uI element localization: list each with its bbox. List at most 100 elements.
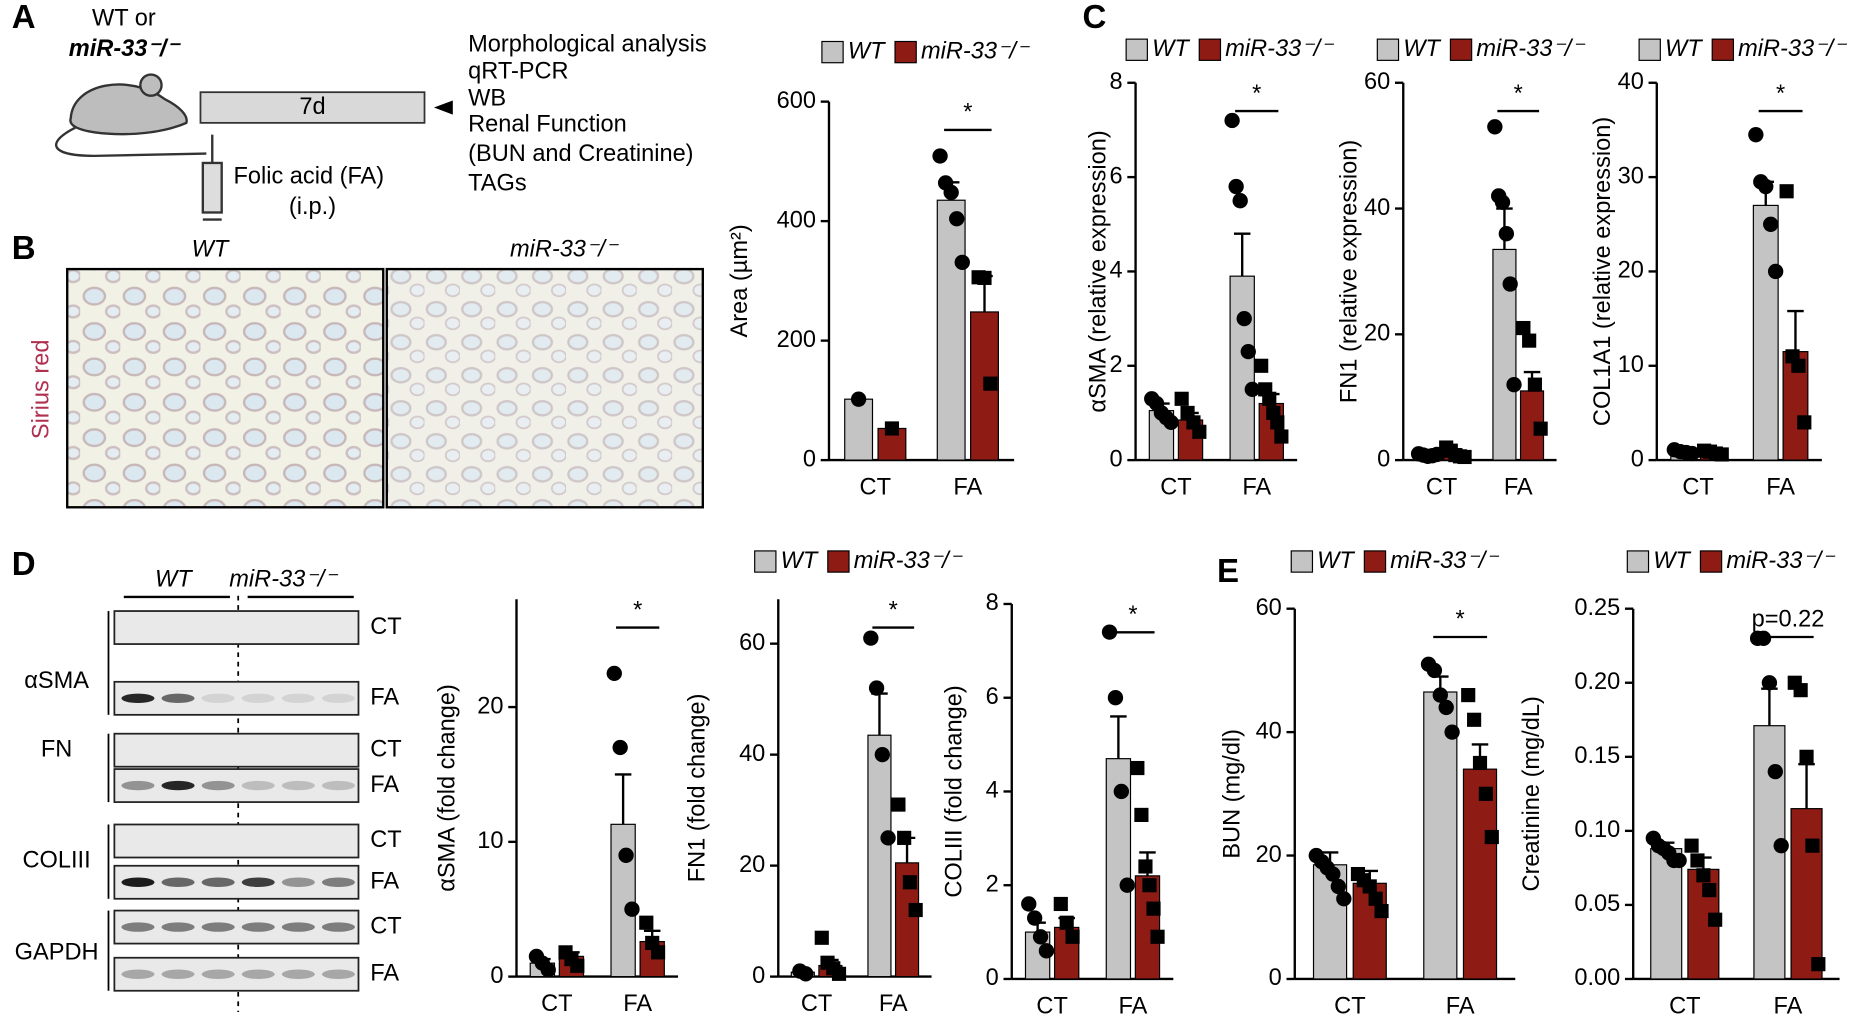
y-tick-label: 10 bbox=[1618, 351, 1644, 377]
data-point bbox=[1714, 447, 1729, 462]
x-tick-label: CT bbox=[1334, 993, 1365, 1019]
legend-label: WT bbox=[1403, 35, 1441, 61]
y-axis-label: COL1A1 (relative expression) bbox=[1589, 117, 1615, 426]
significance: * bbox=[1252, 80, 1261, 106]
data-point bbox=[1021, 896, 1037, 912]
blot-band bbox=[161, 877, 195, 887]
blot-band bbox=[281, 877, 315, 887]
data-point bbox=[1761, 675, 1778, 691]
panel-label: D bbox=[12, 545, 36, 582]
blot-band bbox=[321, 969, 355, 979]
error-bar bbox=[614, 773, 632, 825]
data-point bbox=[1142, 878, 1157, 893]
x-tick-label: CT bbox=[541, 990, 572, 1016]
y-tick-label: 0 bbox=[490, 962, 503, 988]
x-tick-label: CT bbox=[801, 990, 832, 1016]
data-point bbox=[983, 376, 998, 391]
error-bar bbox=[1798, 763, 1815, 809]
x-tick-label: FA bbox=[879, 990, 908, 1016]
data-point bbox=[1134, 807, 1149, 822]
y-axis-label: αSMA (fold change) bbox=[433, 684, 459, 892]
legend-swatch bbox=[1699, 550, 1723, 573]
legend-swatch bbox=[1290, 550, 1314, 573]
legend-swatch bbox=[1125, 38, 1148, 61]
data-point bbox=[1228, 178, 1244, 195]
genotype-label: miR-33⁻/⁻ bbox=[510, 235, 619, 261]
data-point bbox=[1274, 429, 1289, 444]
legend-label: miR-33⁻/⁻ bbox=[1225, 35, 1334, 61]
data-point bbox=[1696, 868, 1711, 883]
data-point bbox=[1362, 879, 1377, 894]
analysis-item: Morphological analysis bbox=[468, 30, 707, 56]
blot-band bbox=[161, 693, 195, 704]
x-tick-label: FA bbox=[953, 474, 982, 500]
timeline-box bbox=[199, 91, 426, 124]
blot-band bbox=[121, 969, 155, 979]
data-point bbox=[884, 421, 900, 436]
blot-band bbox=[281, 780, 315, 791]
blot-strip bbox=[113, 680, 360, 716]
significance: * bbox=[1776, 80, 1785, 106]
blot-band bbox=[241, 780, 275, 791]
route: (i.p.) bbox=[289, 193, 336, 219]
y-tick-label: 0 bbox=[1269, 964, 1282, 990]
y-tick-label: 6 bbox=[1109, 162, 1122, 188]
legend-label: miR-33⁻/⁻ bbox=[1476, 35, 1585, 61]
x-tick-label: CT bbox=[1036, 993, 1067, 1019]
y-tick-label: 40 bbox=[1618, 68, 1644, 94]
x-tick-label: CT bbox=[860, 474, 891, 500]
y-tick-label: 20 bbox=[1256, 841, 1282, 867]
blot-band bbox=[201, 877, 235, 887]
blot-condition: FA bbox=[370, 959, 399, 985]
data-point bbox=[831, 966, 847, 981]
blot-band bbox=[121, 780, 155, 791]
analysis-item: (BUN and Creatinine) bbox=[468, 140, 693, 166]
y-tick-label: 60 bbox=[739, 629, 765, 655]
y-tick-label: 0 bbox=[986, 964, 999, 990]
y-tick-label: 0.20 bbox=[1574, 668, 1620, 694]
data-point bbox=[1779, 184, 1794, 199]
data-point bbox=[1684, 445, 1700, 462]
data-point bbox=[1457, 449, 1472, 465]
data-point bbox=[1254, 358, 1269, 373]
legend-label: miR-33⁻/⁻ bbox=[1390, 547, 1499, 573]
y-axis-label: Creatinine (mg/dL) bbox=[1518, 696, 1544, 891]
analysis-item: Renal Function bbox=[468, 110, 627, 136]
panel-label: C bbox=[1083, 0, 1107, 35]
blot-strip bbox=[113, 768, 360, 803]
data-point bbox=[1773, 838, 1789, 854]
protein-label: FN bbox=[41, 735, 72, 761]
y-axis-label: FN1 (fold change) bbox=[683, 694, 709, 883]
significance: * bbox=[633, 596, 642, 622]
x-tick-label: FA bbox=[1774, 993, 1803, 1019]
arrow bbox=[433, 100, 453, 115]
blot-band bbox=[321, 877, 355, 887]
y-tick-label: 20 bbox=[477, 692, 503, 718]
blot-condition: FA bbox=[370, 771, 399, 797]
blot-band bbox=[281, 969, 315, 979]
blot-condition: CT bbox=[370, 735, 401, 761]
error-bar bbox=[871, 692, 888, 736]
data-point bbox=[1163, 414, 1179, 431]
x-tick-label: FA bbox=[1119, 993, 1148, 1019]
significance: * bbox=[963, 99, 972, 125]
blot-strip bbox=[113, 864, 360, 900]
data-point bbox=[1130, 760, 1145, 776]
y-tick-label: 600 bbox=[777, 87, 816, 113]
y-tick-label: 0.05 bbox=[1574, 890, 1620, 916]
genotype-label: WT bbox=[192, 235, 230, 261]
blot-band bbox=[121, 922, 155, 932]
legend-swatch bbox=[894, 40, 917, 64]
legend-swatch bbox=[827, 550, 850, 573]
blot-band bbox=[201, 922, 235, 932]
data-point bbox=[868, 680, 885, 696]
data-point bbox=[1059, 915, 1074, 930]
analysis-item: qRT-PCR bbox=[468, 57, 568, 83]
data-point bbox=[1684, 838, 1699, 853]
x-tick-label: CT bbox=[1426, 474, 1457, 500]
data-point bbox=[798, 966, 814, 982]
y-tick-label: 8 bbox=[986, 589, 999, 615]
blot-strip bbox=[113, 956, 360, 992]
data-point bbox=[1113, 783, 1129, 800]
